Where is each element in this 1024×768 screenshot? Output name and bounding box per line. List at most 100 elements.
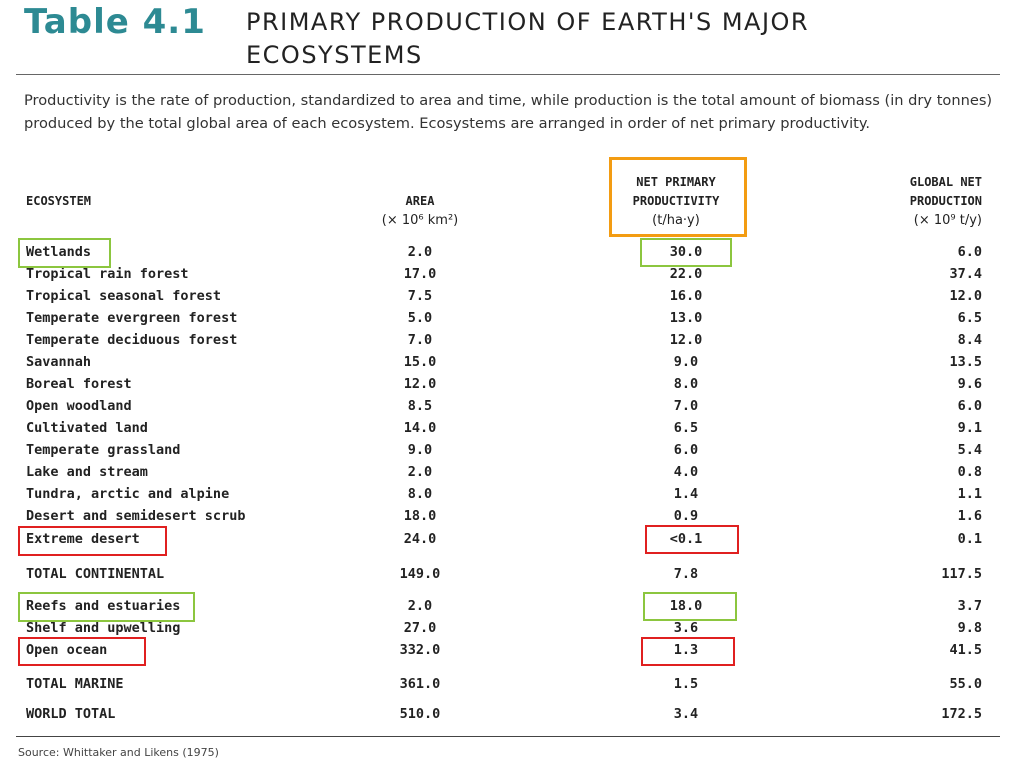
npp-value: 9.0	[673, 354, 699, 370]
npp-value: 22.0	[669, 266, 703, 282]
area-value: 15.0	[403, 354, 437, 370]
npp-value: 18.0	[669, 598, 703, 614]
table-row: Temperate grassland 9.0 6.0 5.4	[0, 439, 1024, 461]
table-row: Wetlands 2.0 30.0 6.0	[0, 241, 1024, 263]
gnp-value: 8.4	[957, 332, 982, 348]
source-note: Source: Whittaker and Likens (1975)	[18, 746, 219, 759]
area-value: 8.0	[407, 486, 433, 502]
table-row: Desert and semidesert scrub 18.0 0.9 1.6	[0, 505, 1024, 527]
table-row: Open ocean 332.0 1.3 41.5	[0, 639, 1024, 661]
table-title-line-1: PRIMARY PRODUCTION OF EARTH'S MAJOR	[246, 8, 810, 36]
gnp-value: 3.7	[957, 598, 982, 614]
area-value: 24.0	[403, 531, 437, 547]
area-value: 27.0	[403, 620, 437, 636]
npp-header-line-2: PRODUCTIVITY	[632, 194, 720, 208]
gnp-value: 37.4	[949, 266, 982, 282]
area-value: 2.0	[407, 244, 433, 260]
npp-value: 7.8	[673, 566, 699, 582]
npp-value: 0.9	[673, 508, 699, 524]
table-row: Boreal forest 12.0 8.0 9.6	[0, 373, 1024, 395]
table-title-line-2: ECOSYSTEMS	[246, 41, 423, 69]
area-value: 361.0	[399, 676, 441, 692]
area-value: 149.0	[399, 566, 441, 582]
table-row: Extreme desert 24.0 <0.1 0.1	[0, 528, 1024, 550]
ecosystem-name: Cultivated land	[26, 420, 148, 436]
npp-value: 12.0	[669, 332, 703, 348]
npp-value: 4.0	[673, 464, 699, 480]
area-value: 2.0	[407, 598, 433, 614]
area-value: 18.0	[403, 508, 437, 524]
gnp-value: 0.1	[957, 531, 982, 547]
npp-header-unit: (t/ha·y)	[652, 213, 700, 228]
npp-value: 7.0	[673, 398, 699, 414]
ecosystem-name: Open ocean	[26, 642, 108, 658]
npp-value: 1.4	[673, 486, 699, 502]
ecosystem-name: WORLD TOTAL	[26, 706, 116, 722]
gnp-value: 9.1	[957, 420, 982, 436]
ecosystem-name: Tropical seasonal forest	[26, 288, 222, 304]
area-value: 8.5	[407, 398, 433, 414]
npp-value: 3.6	[673, 620, 699, 636]
table-row: Shelf and upwelling 27.0 3.6 9.8	[0, 617, 1024, 639]
npp-value: 6.5	[673, 420, 699, 436]
ecosystem-name: TOTAL CONTINENTAL	[26, 566, 165, 582]
table-title: PRIMARY PRODUCTION OF EARTH'S MAJOR ECOS…	[246, 6, 809, 72]
gnp-value: 6.0	[957, 398, 982, 414]
gnp-value: 9.6	[957, 376, 982, 392]
table-row-total: TOTAL CONTINENTAL 149.0 7.8 117.5	[0, 563, 1024, 585]
gnp-value: 117.5	[941, 566, 982, 582]
npp-header-line-1: NET PRIMARY	[636, 175, 716, 189]
npp-value: 16.0	[669, 288, 703, 304]
area-header-unit: (× 10⁶ km²)	[381, 213, 459, 228]
ecosystem-name: Tundra, arctic and alpine	[26, 486, 230, 502]
table-row: Savannah 15.0 9.0 13.5	[0, 351, 1024, 373]
gnp-value: 0.8	[957, 464, 982, 480]
ecosystem-name: TOTAL MARINE	[26, 676, 124, 692]
ecosystem-name: Shelf and upwelling	[26, 620, 181, 636]
area-value: 14.0	[403, 420, 437, 436]
ecosystem-name: Temperate grassland	[26, 442, 181, 458]
bottom-rule	[16, 736, 1000, 737]
area-value: 2.0	[407, 464, 433, 480]
top-rule	[16, 74, 1000, 75]
ecosystem-name: Lake and stream	[26, 464, 148, 480]
ecosystem-name: Desert and semidesert scrub	[26, 508, 246, 524]
gnp-value: 6.0	[957, 244, 982, 260]
column-header-ecosystem: ECOSYSTEM	[26, 194, 92, 208]
npp-value: 1.3	[673, 642, 699, 658]
gnp-value: 1.1	[957, 486, 982, 502]
npp-value: <0.1	[669, 531, 703, 547]
table-description: Productivity is the rate of production, …	[24, 92, 993, 132]
table-row-total: TOTAL MARINE 361.0 1.5 55.0	[0, 673, 1024, 695]
gnp-header-line-2: PRODUCTION	[909, 194, 982, 208]
npp-value: 6.0	[673, 442, 699, 458]
npp-value: 30.0	[669, 244, 703, 260]
area-value: 510.0	[399, 706, 441, 722]
table-row: Temperate deciduous forest 7.0 12.0 8.4	[0, 329, 1024, 351]
table-number: Table 4.1	[24, 2, 206, 42]
area-value: 17.0	[403, 266, 437, 282]
area-value: 9.0	[407, 442, 433, 458]
table-row: Tropical rain forest 17.0 22.0 37.4	[0, 263, 1024, 285]
gnp-value: 1.6	[957, 508, 982, 524]
column-header-gnp: GLOBAL NET PRODUCTION (× 10⁹ t/y)	[862, 173, 982, 230]
gnp-value: 172.5	[941, 706, 982, 722]
table-row-total: WORLD TOTAL 510.0 3.4 172.5	[0, 703, 1024, 725]
ecosystem-name: Boreal forest	[26, 376, 132, 392]
npp-value: 1.5	[673, 676, 699, 692]
gnp-value: 9.8	[957, 620, 982, 636]
column-header-npp: NET PRIMARY PRODUCTIVITY (t/ha·y)	[612, 173, 740, 230]
npp-value: 13.0	[669, 310, 703, 326]
area-value: 7.0	[407, 332, 433, 348]
ecosystem-name: Temperate deciduous forest	[26, 332, 238, 348]
gnp-value: 12.0	[949, 288, 982, 304]
ecosystem-name: Temperate evergreen forest	[26, 310, 238, 326]
gnp-value: 41.5	[949, 642, 982, 658]
npp-value: 8.0	[673, 376, 699, 392]
ecosystem-name: Reefs and estuaries	[26, 598, 181, 614]
npp-value: 3.4	[673, 706, 699, 722]
ecosystem-name: Extreme desert	[26, 531, 140, 547]
area-value: 12.0	[403, 376, 437, 392]
gnp-header-line-1: GLOBAL NET	[909, 175, 982, 189]
column-header-area: AREA (× 10⁶ km²)	[360, 192, 480, 230]
